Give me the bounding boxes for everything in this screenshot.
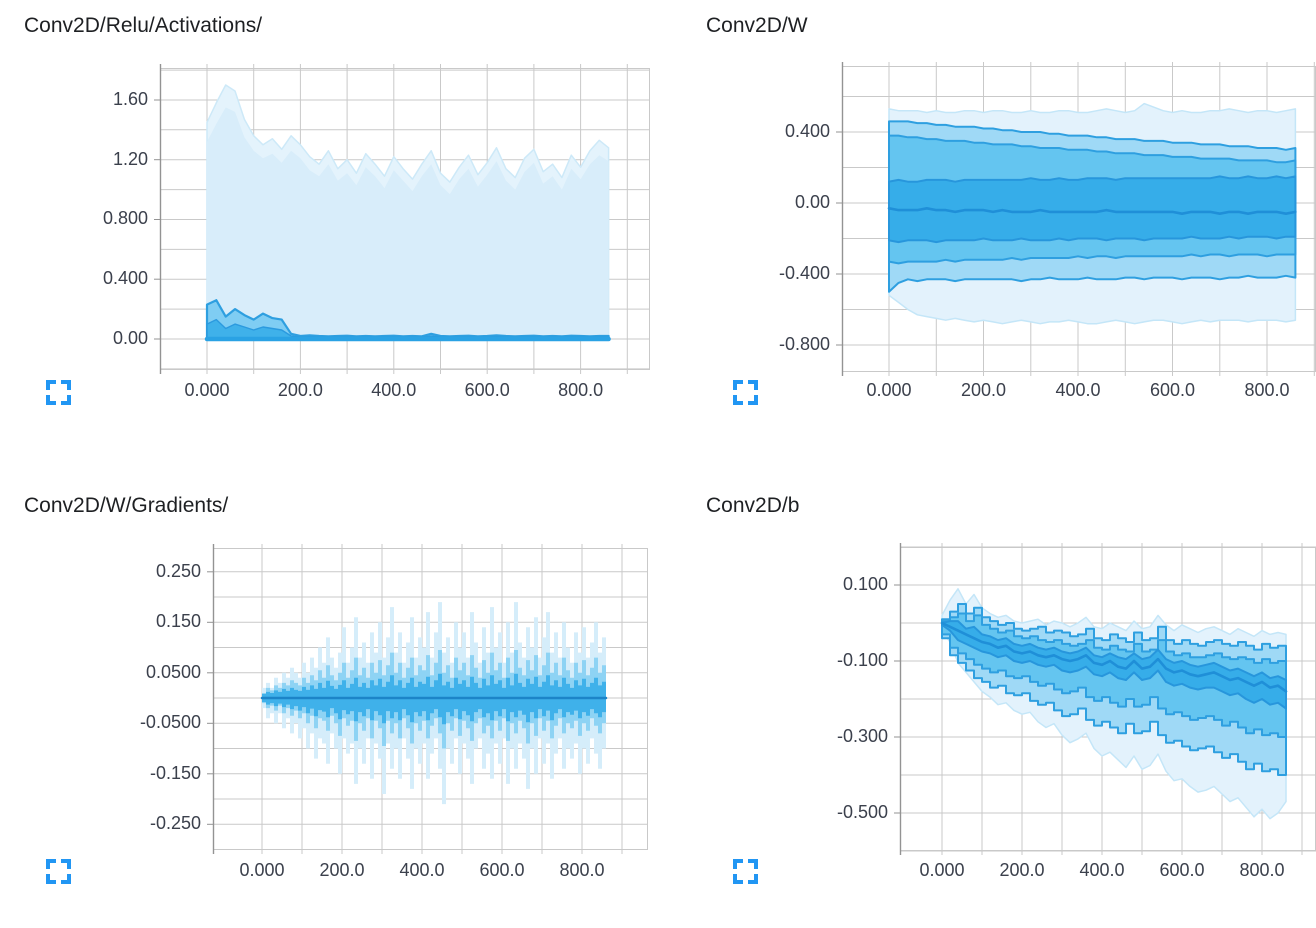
x-tick-label: 800.0 (1239, 860, 1285, 880)
y-tick-label: 0.400 (784, 121, 830, 141)
y-tick-label: 0.100 (842, 574, 888, 594)
y-tick-label: -0.800 (778, 334, 830, 354)
x-tick-label: 600.0 (479, 860, 525, 880)
expand-icon-corner (733, 859, 743, 869)
plot-area[interactable] (836, 62, 1316, 376)
x-tick-label: 400.0 (399, 860, 445, 880)
expand-icon-corner (733, 874, 743, 884)
x-tick-label: 400.0 (1079, 860, 1125, 880)
expand-icon[interactable] (46, 380, 71, 405)
x-tick-label: 600.0 (464, 380, 510, 400)
x-tick-label: 200.0 (319, 860, 365, 880)
y-tick-label: -0.500 (836, 802, 888, 822)
expand-icon-corner (748, 874, 758, 884)
expand-icon[interactable] (733, 380, 758, 405)
chart-title: Conv2D/b (706, 494, 800, 517)
x-tick-label: 0.000 (866, 380, 912, 400)
x-tick-label: 0.000 (919, 860, 965, 880)
expand-icon-corner (748, 395, 758, 405)
x-tick-label: 0.000 (239, 860, 285, 880)
y-tick-label: 1.60 (112, 88, 148, 109)
chart-title: Conv2D/W (706, 14, 808, 37)
expand-icon-corner (748, 859, 758, 869)
x-tick-label: 200.0 (277, 380, 323, 400)
chart-title: Conv2D/Relu/Activations/ (24, 14, 263, 37)
percentile-band-p69-band (888, 175, 1297, 244)
expand-icon-corner (46, 859, 56, 869)
y-tick-label: -0.250 (149, 813, 201, 834)
y-tick-label: -0.150 (149, 762, 201, 783)
x-tick-label: 600.0 (1149, 380, 1196, 400)
expand-icon[interactable] (733, 859, 758, 884)
expand-icon-corner (733, 380, 743, 390)
expand-icon-corner (61, 859, 71, 869)
y-tick-label: -0.0500 (139, 712, 201, 733)
x-tick-label: 800.0 (1244, 380, 1290, 400)
expand-icon-corner (61, 380, 71, 390)
plot-area[interactable] (154, 64, 650, 374)
expand-icon-corner (46, 395, 56, 405)
chart-title: Conv2D/W/Gradients/ (24, 494, 229, 517)
y-tick-label: 0.0500 (145, 661, 201, 682)
expand-icon-corner (748, 380, 758, 390)
x-tick-label: 800.0 (559, 860, 605, 880)
percentile-band-p93-band (207, 107, 609, 340)
x-tick-label: 200.0 (960, 380, 1007, 400)
y-tick-label: 0.00 (794, 192, 830, 212)
y-tick-label: 0.00 (112, 328, 148, 348)
expand-icon-corner (61, 874, 71, 884)
series-line-median (940, 621, 1288, 693)
y-tick-label: 0.250 (155, 560, 201, 581)
y-tick-label: -0.300 (836, 726, 888, 746)
plot-area[interactable] (207, 544, 648, 854)
y-tick-label: 0.150 (155, 611, 201, 632)
expand-icon-corner (46, 380, 56, 390)
expand-icon-corner (733, 395, 743, 405)
x-tick-label: 0.000 (184, 380, 230, 400)
series-line-median (887, 207, 1297, 215)
y-tick-label: 0.800 (102, 208, 148, 229)
y-tick-label: 0.400 (102, 268, 148, 289)
x-tick-label: 200.0 (999, 860, 1045, 880)
x-tick-label: 400.0 (1055, 380, 1101, 400)
y-tick-label: -0.400 (778, 263, 830, 283)
y-tick-label: -0.100 (836, 650, 888, 670)
expand-icon[interactable] (46, 859, 71, 884)
y-tick-label: 1.20 (112, 148, 148, 169)
expand-icon-corner (46, 874, 56, 884)
plot-area[interactable] (894, 543, 1316, 855)
x-tick-label: 400.0 (371, 380, 417, 400)
x-tick-label: 600.0 (1159, 860, 1205, 880)
expand-icon-corner (61, 395, 71, 405)
x-tick-label: 800.0 (558, 380, 604, 400)
